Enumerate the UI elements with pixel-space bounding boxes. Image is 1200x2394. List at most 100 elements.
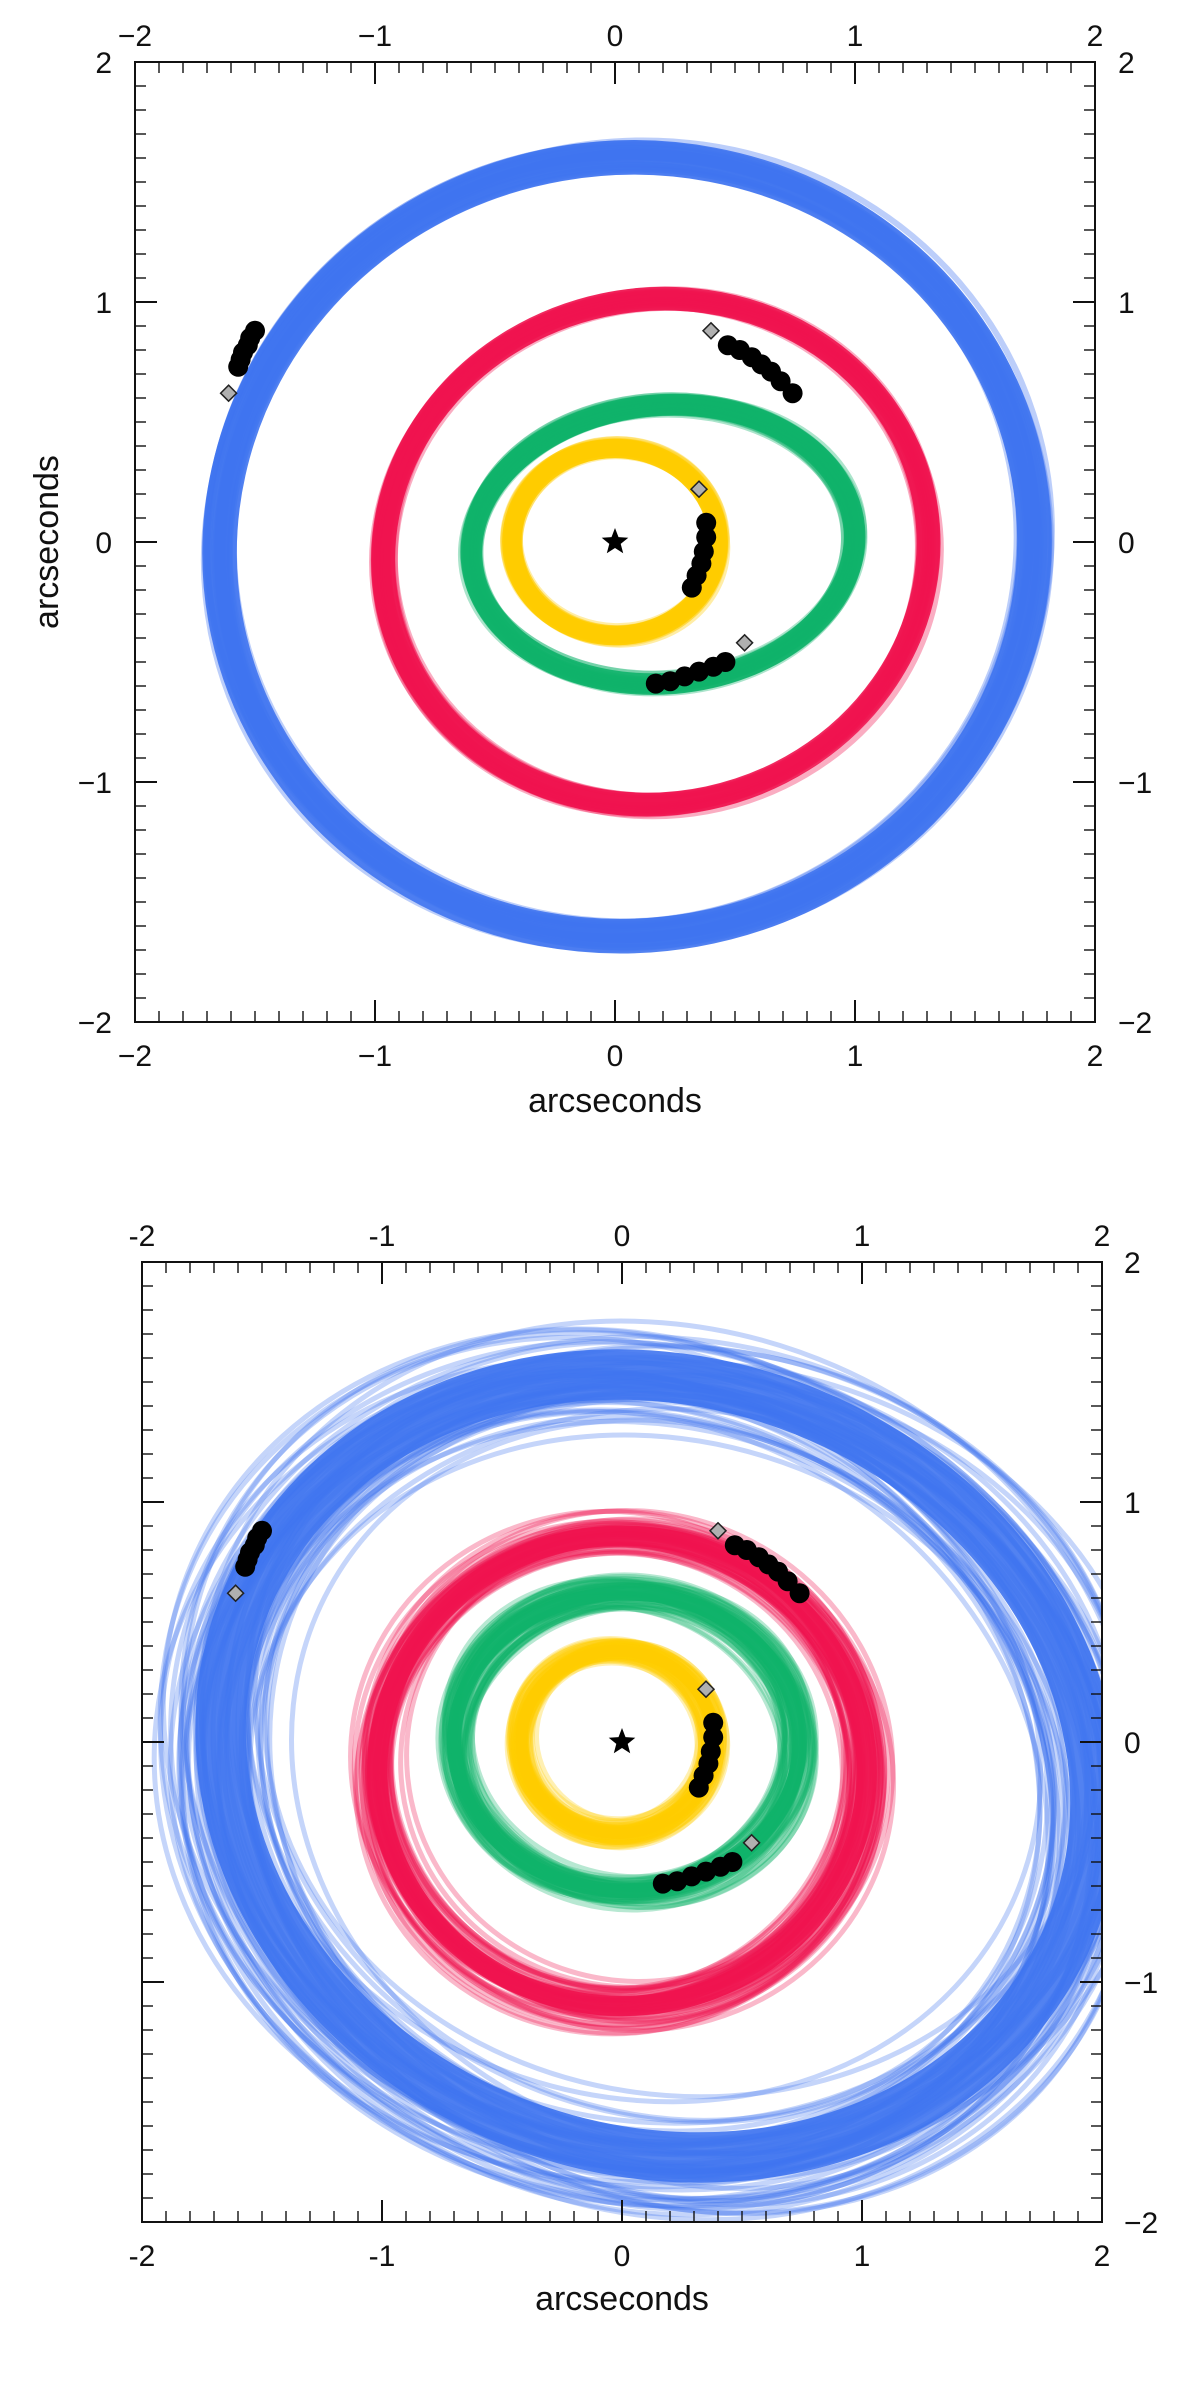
orbit-path-c — [375, 294, 930, 808]
orbit-path-b — [220, 150, 1039, 931]
x-tick-label: 0 — [614, 2240, 631, 2273]
top-tick-label: −1 — [358, 20, 392, 53]
star-icon — [608, 1728, 636, 1754]
x-tick-label: 0 — [607, 1040, 624, 1073]
orbit-path-b — [212, 161, 1026, 941]
orbit-path-c — [383, 297, 934, 810]
predicted-position-diamond — [701, 321, 721, 340]
orbit-path-c — [378, 286, 941, 808]
astrometry-point — [703, 1712, 724, 1733]
orbit-path-b — [214, 149, 1054, 951]
right-tick-label: 0 — [1118, 527, 1135, 560]
orbit-path-c — [371, 295, 934, 818]
orbit-path-b — [202, 144, 1045, 948]
panel-top: −2 −1 0 1 2 −2 −1 0 1 2 2 1 0 −1 −2 2 1 … — [28, 20, 1152, 1120]
orbit-core-b — [202, 140, 1052, 954]
orbit-path-c — [373, 299, 929, 816]
orbit-path-b — [219, 164, 1033, 944]
orbit-path-c — [379, 297, 935, 813]
ticks-bottom — [141, 1261, 1103, 2223]
astrometry-point — [235, 1556, 256, 1577]
orbit-path-c — [384, 297, 936, 810]
markers-top — [219, 320, 803, 694]
y-tick-label: 2 — [95, 47, 112, 80]
orbit-path-c — [377, 294, 944, 820]
orbit-path-c — [382, 299, 934, 814]
top-tick-label: 0 — [607, 20, 624, 53]
orbit-path-d — [441, 1582, 815, 1906]
star-icon — [601, 528, 629, 554]
orbit-path-b — [223, 165, 1029, 938]
orbit-path-d — [464, 1601, 795, 1886]
y-tick-label: −2 — [78, 1007, 112, 1040]
orbit-path-c — [382, 293, 941, 813]
orbit-path-b — [208, 145, 1047, 945]
orbit-path-b — [218, 162, 1031, 939]
astrometry-point — [722, 1852, 743, 1872]
orbit-path-b — [219, 153, 1033, 931]
orbit-path-c — [373, 288, 934, 810]
x-tick-label: −1 — [358, 1040, 392, 1073]
orbit-path-c — [375, 1516, 881, 2004]
top-tick-label: 2 — [1087, 20, 1104, 53]
right-tick-label: −2 — [1118, 1007, 1152, 1040]
orbit-path-b — [212, 149, 1051, 951]
orbit-path-b — [224, 164, 1038, 943]
orbit-path-b — [214, 137, 1055, 942]
predicted-position-diamond — [696, 1680, 716, 1699]
x-axis-title: arcseconds — [528, 1082, 702, 1120]
top-tick-label: 1 — [854, 1220, 871, 1253]
right-tick-label: 2 — [1124, 1247, 1141, 1280]
predicted-position-diamond — [735, 633, 754, 652]
orbit-path-b — [168, 1339, 1102, 2201]
orbit-path-c — [385, 299, 934, 808]
top-tick-label: 2 — [1094, 1220, 1111, 1253]
orbit-path-c — [370, 290, 934, 813]
y-tick-label: 0 — [95, 527, 112, 560]
predicted-position-diamond — [689, 480, 709, 499]
right-tick-label: −1 — [1124, 1967, 1158, 2000]
x-tick-label: 2 — [1094, 2240, 1111, 2273]
orbit-path-c — [389, 298, 928, 799]
right-tick-label: 2 — [1118, 47, 1135, 80]
orbit-path-c — [372, 289, 931, 809]
orbit-path-c — [381, 301, 932, 813]
astrometry-point — [789, 1583, 810, 1604]
orbit-path-b — [220, 150, 1042, 937]
orbit-path-c — [373, 293, 930, 809]
orbit-path-b — [225, 166, 1037, 942]
orbit-path-b — [220, 155, 1042, 940]
right-tick-label: 1 — [1124, 1487, 1141, 1520]
orbit-path-c — [380, 303, 921, 806]
orbit-path-c — [373, 292, 935, 816]
panel-bottom: -2 -1 0 1 2 -2 -1 0 1 2 2 1 0 −1 −2 arcs… — [129, 1220, 1159, 2318]
orbit-path-b — [223, 157, 1029, 929]
orbit-path-c — [375, 290, 937, 813]
x-tick-label: 1 — [847, 1040, 864, 1073]
orbit-bands-bottom — [151, 1318, 1102, 2222]
orbit-path-c — [387, 1532, 864, 1994]
astrometry-point — [715, 652, 736, 672]
orbit-path-c — [371, 1517, 880, 2006]
orbit-path-b — [200, 153, 1037, 953]
orbit-path-c — [369, 292, 932, 815]
predicted-position-diamond — [226, 1584, 245, 1603]
orbit-path-b — [214, 151, 1048, 948]
orbit-path-c — [377, 296, 932, 814]
orbit-path-c — [375, 290, 940, 813]
predicted-position-diamond — [219, 384, 238, 403]
astrometry-point — [696, 512, 717, 533]
orbit-core-d — [446, 1585, 807, 1898]
orbit-path-b — [204, 143, 1044, 946]
markers-bottom — [226, 1520, 810, 1894]
top-tick-label: -2 — [129, 1220, 156, 1253]
right-tick-label: 1 — [1118, 287, 1135, 320]
top-tick-label: 1 — [847, 20, 864, 53]
x-tick-label: −2 — [118, 1040, 152, 1073]
orbit-path-c — [384, 297, 926, 802]
predicted-position-diamond — [742, 1833, 761, 1852]
x-tick-label: -1 — [369, 2240, 396, 2273]
y-tick-label: −1 — [78, 767, 112, 800]
orbit-path-b — [226, 166, 1038, 943]
top-tick-label: 0 — [614, 1220, 631, 1253]
